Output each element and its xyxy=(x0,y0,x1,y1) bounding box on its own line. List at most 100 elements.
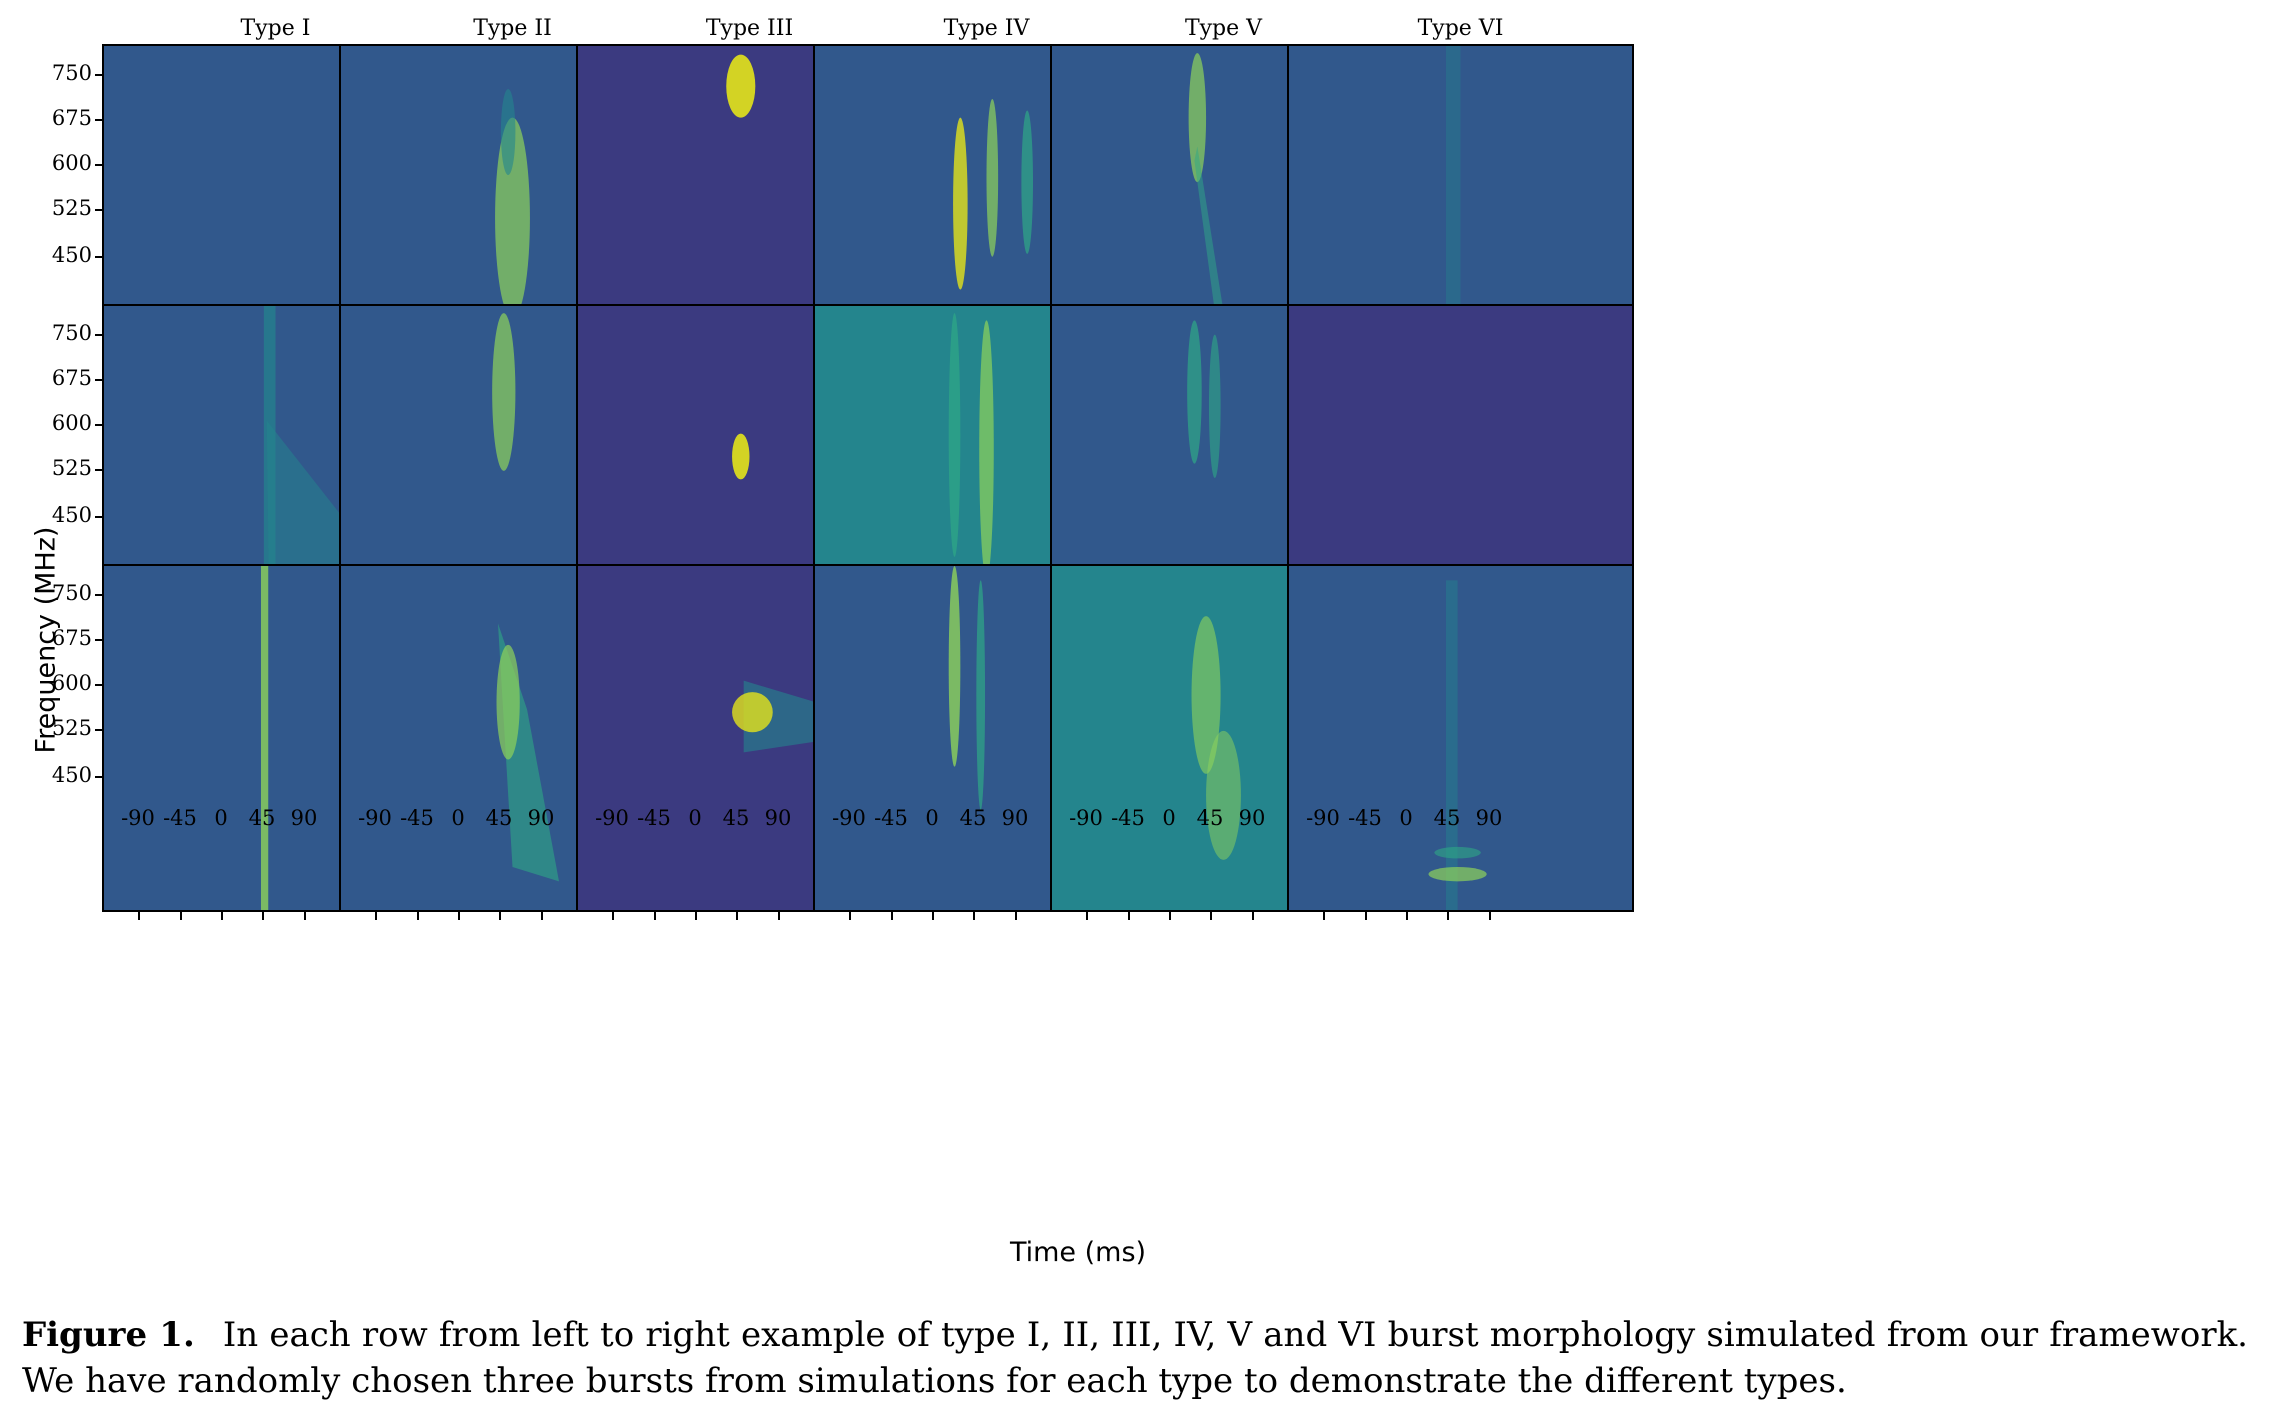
y-tick-label: 450 xyxy=(51,243,92,267)
x-tick-label: 90 xyxy=(527,806,555,830)
x-tick-mark xyxy=(891,912,893,920)
y-tick-label: 750 xyxy=(51,581,92,605)
y-tick-label: 525 xyxy=(51,716,92,740)
x-tick-mark xyxy=(1447,912,1449,920)
x-tick-mark xyxy=(304,912,306,920)
burst-signal xyxy=(260,566,269,910)
x-tick-mark xyxy=(736,912,738,920)
x-tick-label: 0 xyxy=(688,806,702,830)
x-tick-mark xyxy=(778,912,780,920)
y-tick-label: 600 xyxy=(51,411,92,435)
x-tick-label: -45 xyxy=(1111,806,1145,830)
x-tick-label: -90 xyxy=(832,806,866,830)
burst-signal xyxy=(1434,846,1481,859)
y-tick-mark xyxy=(95,469,103,471)
column-title: Type V xyxy=(1184,16,1263,41)
y-tick-label: 450 xyxy=(51,763,92,787)
x-tick-mark xyxy=(932,912,934,920)
burst-signal xyxy=(1188,53,1207,183)
burst-signal xyxy=(979,320,994,579)
x-tick-label: -90 xyxy=(1069,806,1103,830)
y-tick-mark xyxy=(95,209,103,211)
burst-signal xyxy=(986,99,999,257)
y-tick-label: 600 xyxy=(51,151,92,175)
burst-signal xyxy=(1206,730,1241,860)
x-tick-label: 45 xyxy=(722,806,750,830)
y-tick-mark xyxy=(95,164,103,166)
x-tick-mark xyxy=(654,912,656,920)
x-tick-label: -45 xyxy=(400,806,434,830)
y-tick-label: 750 xyxy=(51,321,92,345)
figure-1: Type I Type II Type III Type IV Type V Type V… xyxy=(30,16,1634,1268)
burst-signal xyxy=(976,580,986,810)
x-tick-mark xyxy=(499,912,501,920)
x-tick-mark xyxy=(541,912,543,920)
x-tick-label: 0 xyxy=(214,806,228,830)
x-tick-mark xyxy=(1323,912,1325,920)
burst-signal xyxy=(1445,580,1458,910)
burst-signal xyxy=(948,313,961,557)
x-tick-label: -90 xyxy=(358,806,392,830)
caption-text: In each row from left to right example o… xyxy=(22,1315,2248,1401)
y-tick-mark xyxy=(95,119,103,121)
x-tick-mark xyxy=(1169,912,1171,920)
burst-signal xyxy=(1191,616,1221,774)
caption-label: Figure 1. xyxy=(22,1315,195,1355)
x-tick-mark xyxy=(1210,912,1212,920)
y-tick-label: 525 xyxy=(51,456,92,480)
y-tick-mark xyxy=(95,684,103,686)
x-tick-mark xyxy=(262,912,264,920)
x-axis-label: Time (ms) xyxy=(1009,1237,1147,1268)
y-tick-label: 675 xyxy=(51,106,92,130)
y-tick-label: 525 xyxy=(51,196,92,220)
x-tick-label: 90 xyxy=(764,806,792,830)
column-title: Type III xyxy=(705,16,794,41)
y-tick-label: 450 xyxy=(51,503,92,527)
x-tick-label: -45 xyxy=(1348,806,1382,830)
x-tick-label: 90 xyxy=(1238,806,1266,830)
x-tick-mark xyxy=(1086,912,1088,920)
x-tick-label: 45 xyxy=(959,806,987,830)
column-title: Type II xyxy=(473,16,552,41)
y-tick-label: 600 xyxy=(51,671,92,695)
x-tick-mark xyxy=(1406,912,1408,920)
y-tick-mark xyxy=(95,334,103,336)
x-tick-label: 90 xyxy=(1001,806,1029,830)
x-tick-label: -45 xyxy=(163,806,197,830)
y-tick-mark xyxy=(95,516,103,518)
spectrogram-panel xyxy=(1287,564,1634,912)
y-tick-label: 675 xyxy=(51,626,92,650)
figure-caption: Figure 1. In each row from left to right … xyxy=(22,1312,2248,1404)
x-tick-label: 45 xyxy=(1196,806,1224,830)
x-tick-mark xyxy=(1128,912,1130,920)
y-tick-label: 675 xyxy=(51,366,92,390)
x-tick-mark xyxy=(1015,912,1017,920)
x-tick-mark xyxy=(849,912,851,920)
x-tick-label: 45 xyxy=(485,806,513,830)
burst-signal xyxy=(1187,320,1202,464)
y-tick-mark xyxy=(95,74,103,76)
x-tick-mark xyxy=(458,912,460,920)
x-tick-mark xyxy=(1252,912,1254,920)
x-tick-mark xyxy=(180,912,182,920)
x-tick-mark xyxy=(221,912,223,920)
burst-signal xyxy=(1021,110,1034,254)
y-tick-mark xyxy=(95,776,103,778)
y-tick-mark xyxy=(95,379,103,381)
burst-signal xyxy=(1208,334,1221,478)
x-tick-mark xyxy=(612,912,614,920)
x-tick-label: -90 xyxy=(121,806,155,830)
x-tick-label: -90 xyxy=(1306,806,1340,830)
column-title: Type VI xyxy=(1417,16,1504,41)
x-tick-label: 0 xyxy=(925,806,939,830)
burst-signal xyxy=(495,117,530,319)
x-tick-label: 0 xyxy=(1162,806,1176,830)
burst-signal xyxy=(732,433,750,480)
x-tick-label: -45 xyxy=(637,806,671,830)
column-title: Type IV xyxy=(943,16,1030,41)
y-axis-label: Frequency (MHz) xyxy=(30,526,62,754)
x-tick-label: 0 xyxy=(1399,806,1413,830)
x-tick-mark xyxy=(695,912,697,920)
y-tick-label: 750 xyxy=(51,61,92,85)
x-tick-mark xyxy=(417,912,419,920)
